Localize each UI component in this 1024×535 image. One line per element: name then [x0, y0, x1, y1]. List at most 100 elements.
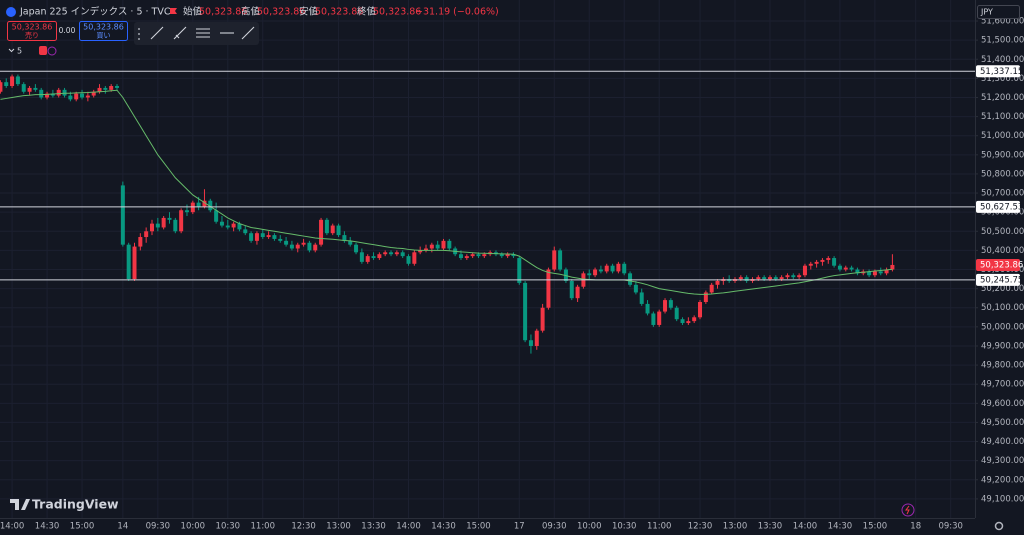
candle-body [330, 225, 335, 234]
candle-body [476, 254, 481, 257]
y-tick-label: 49,700.00 [981, 380, 1024, 390]
candle-body [633, 284, 638, 293]
candle-body [342, 235, 347, 241]
x-tick-label: 14:30 [35, 522, 60, 532]
candle-body [849, 267, 854, 270]
candle-body [225, 225, 230, 228]
x-tick-label: 14:00 [793, 522, 818, 532]
trend-line-tool[interactable] [150, 26, 164, 40]
hline-label-box [976, 65, 1020, 78]
candle-body [587, 273, 592, 276]
candle-body [523, 282, 528, 341]
candle-body [27, 87, 32, 92]
candle-body [120, 185, 125, 245]
alert-icon[interactable] [39, 46, 47, 55]
candle-body [249, 233, 254, 241]
candle-body [219, 221, 224, 226]
candle-body [295, 244, 300, 249]
candle-body [616, 263, 621, 272]
y-tick-label: 49,200.00 [981, 475, 1024, 485]
candle-body [278, 238, 283, 241]
candle-body [464, 256, 469, 259]
candle-body [767, 277, 772, 280]
x-tick-label: 15:00 [466, 522, 491, 532]
candle-body [400, 252, 405, 257]
candle-body [313, 244, 318, 251]
candle-body [604, 265, 609, 272]
candle-body [569, 280, 574, 299]
candle-body [528, 340, 533, 346]
candle-body [179, 210, 184, 232]
candle-body [703, 292, 708, 303]
buy-label: 買い [97, 32, 111, 40]
x-tick-label: 10:30 [612, 522, 637, 532]
ray-tool[interactable] [173, 26, 187, 40]
sell-button[interactable] [7, 21, 57, 41]
x-tick-label: 13:00 [326, 522, 351, 532]
y-tick-label: 49,300.00 [981, 456, 1024, 466]
candle-body [161, 217, 166, 228]
candle-body [21, 84, 26, 92]
candle-body [266, 235, 271, 238]
candle-body [132, 246, 137, 280]
indicator-icon[interactable] [47, 46, 57, 56]
hline-label: 50,245.75 [980, 275, 1023, 285]
flag-icon[interactable] [170, 8, 177, 14]
candle-body [791, 275, 796, 278]
settings-icon[interactable] [994, 521, 1004, 531]
y-tick-label: 50,100.00 [981, 303, 1024, 313]
lightning-icon[interactable] [901, 503, 915, 517]
parallel-tool[interactable] [196, 28, 210, 38]
y-tick-label: 49,100.00 [981, 494, 1024, 504]
candle-body [692, 317, 697, 322]
currency: JPY [980, 8, 993, 17]
x-tick-label: 11:00 [251, 522, 276, 532]
y-tick-label: 49,500.00 [981, 418, 1024, 428]
candle-body [680, 319, 685, 324]
y-tick-label: 51,600.00 [981, 17, 1024, 27]
ohlc-label: 高値 [241, 6, 261, 18]
buy-button[interactable] [79, 21, 128, 41]
candle-body [103, 87, 108, 90]
x-tick-label: 09:30 [542, 522, 567, 532]
x-tick-label: 11:00 [647, 522, 672, 532]
currency-box[interactable] [977, 5, 1020, 19]
hline-label-box [976, 273, 1020, 286]
ohlc-value: 50,323.86 [199, 7, 247, 18]
candle-body [598, 269, 603, 272]
ohlc-label: 始値 [183, 6, 203, 18]
candle-body [511, 254, 516, 257]
ohlc-legend: 始値50,323.86高値50,323.86安値50,323.86終値50,32… [183, 6, 421, 18]
symbol-title[interactable]: Japan 225 インデックス · 5 · TVC [19, 6, 171, 18]
x-tick-label: 14:00 [0, 522, 24, 532]
candle-body [377, 254, 382, 259]
ohlc-value: 50,323.86 [257, 7, 305, 18]
candle-body [738, 277, 743, 280]
candle-body [237, 223, 242, 230]
candle-body [74, 93, 79, 100]
y-tick-label: 50,700.00 [981, 189, 1024, 199]
candle-body [832, 258, 837, 266]
candle-body [779, 277, 784, 280]
grid [0, 0, 975, 518]
x-tick-label: 10:00 [577, 522, 602, 532]
candle-body [820, 259, 825, 262]
candle-body [505, 254, 510, 257]
candle-body [890, 264, 895, 270]
extended-line-tool[interactable] [241, 26, 255, 40]
candle-body [214, 210, 219, 222]
last-price-label: 50,323.86 [980, 260, 1023, 270]
candle-body [441, 240, 446, 249]
candle-body [552, 250, 557, 270]
candle-body [884, 269, 889, 274]
candle-body [593, 269, 598, 276]
collapse-icon[interactable] [8, 48, 15, 53]
candle-body [744, 277, 749, 281]
x-tick-label: 13:30 [758, 522, 783, 532]
x-tick-label: 14:30 [828, 522, 853, 532]
candle-body [639, 292, 644, 304]
y-tick-label: 50,200.00 [981, 284, 1024, 294]
x-tick-label: 15:00 [70, 522, 95, 532]
candle-body [91, 91, 96, 96]
x-tick-label: 10:30 [216, 522, 241, 532]
